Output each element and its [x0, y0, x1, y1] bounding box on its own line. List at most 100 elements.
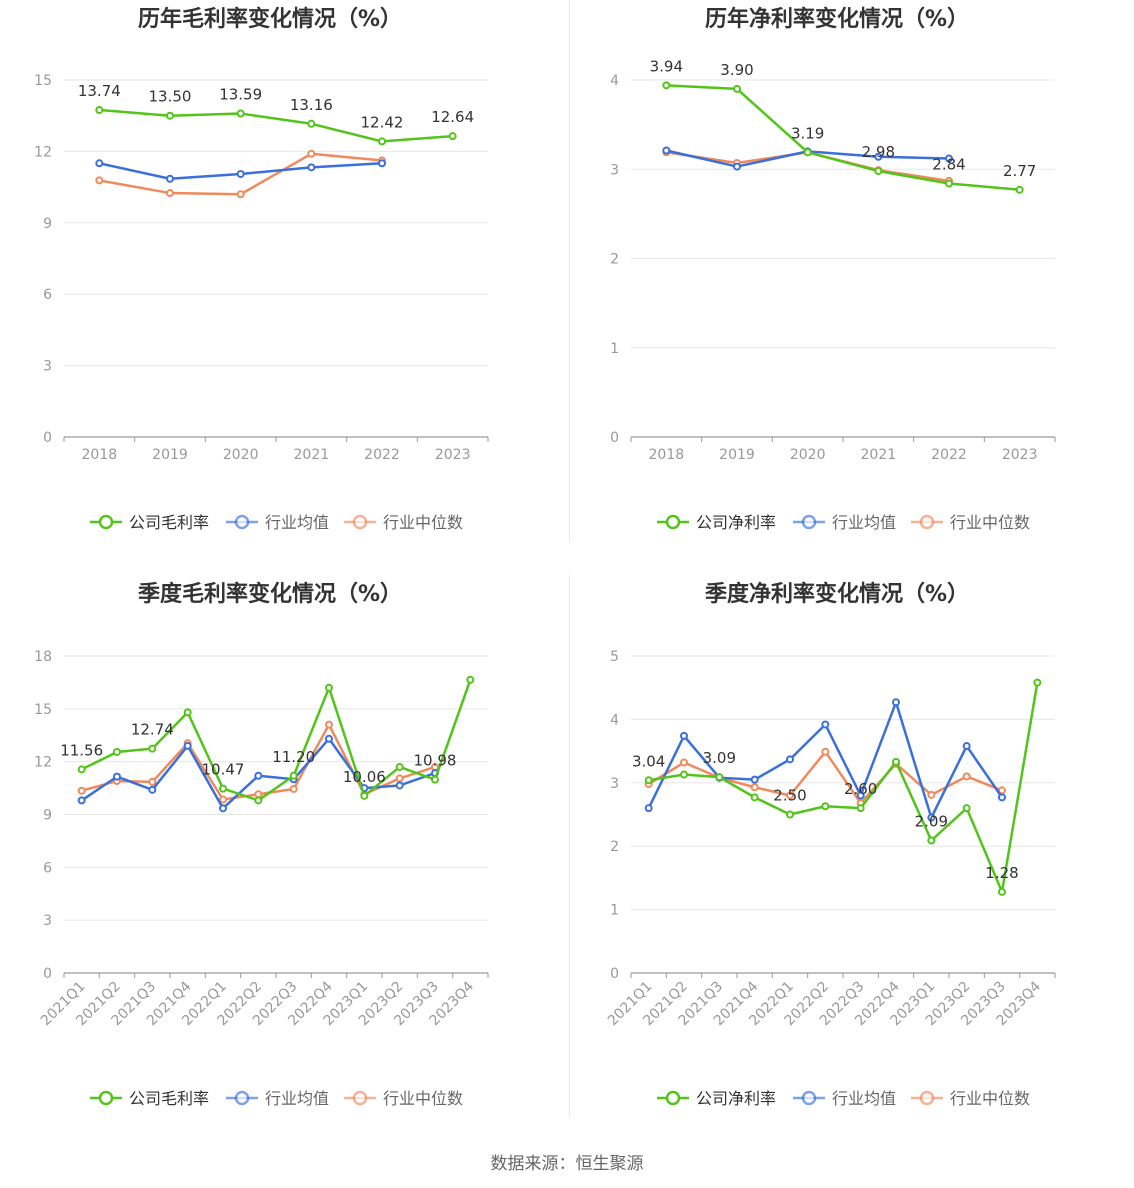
x-tick-label: 2022 — [931, 447, 967, 463]
data-label: 11.20 — [272, 748, 315, 766]
x-tick-label: 2018 — [82, 447, 118, 463]
chart-svg-1: 历年净利率变化情况（%） 0 1 2 3 4 2018 2019 2020 2021 2022 202… — [610, 6, 1056, 532]
y-tick-label: 3 — [43, 913, 52, 929]
data-label: 3.94 — [650, 57, 683, 75]
legend-label-median: 行业中位数 — [383, 1089, 463, 1108]
data-point-avg — [148, 785, 157, 794]
data-label: 10.06 — [343, 768, 386, 786]
y-tick-label: 15 — [34, 702, 52, 718]
chart-annual-gross-margin: 历年毛利率变化情况（%） 0 3 6 9 12 15 2018 2019 2020 2021 2022… — [0, 0, 567, 575]
data-point-avg — [680, 731, 688, 740]
legend-label-avg: 行业均值 — [265, 1089, 329, 1108]
data-point-avg — [856, 791, 865, 800]
x-tick-label: 2020 — [790, 447, 826, 463]
data-point-company — [431, 775, 439, 784]
data-point-median — [289, 784, 298, 793]
data-point-median — [821, 747, 830, 756]
y-tick-label: 5 — [610, 649, 619, 665]
x-tick-label: 2022 — [364, 447, 400, 463]
data-point-avg — [945, 154, 953, 163]
data-point-avg — [77, 796, 86, 805]
legend-marker-median — [919, 1090, 935, 1106]
data-point-company — [325, 683, 333, 692]
data-point-company — [378, 137, 386, 146]
data-point-company — [662, 81, 671, 90]
chart-svg-2: 季度毛利率变化情况（%）03691215182021Q12021Q22021Q3… — [34, 581, 489, 1108]
data-label: 13.74 — [78, 82, 121, 100]
y-tick-label: 0 — [43, 966, 52, 982]
x-tick-label: 2023 — [1002, 447, 1038, 463]
data-point-median — [786, 791, 794, 800]
y-tick-label: 4 — [610, 73, 619, 89]
y-tick-label: 4 — [610, 712, 619, 728]
data-label: 2.09 — [915, 812, 948, 830]
data-point-avg — [892, 698, 900, 707]
data-point-company — [360, 791, 369, 800]
y-tick-label: 9 — [43, 216, 52, 232]
data-point-avg — [219, 804, 227, 813]
data-point-company — [750, 793, 759, 802]
data-point-avg — [821, 720, 830, 729]
y-tick-label: 9 — [43, 808, 52, 824]
data-label: 13.59 — [219, 86, 262, 104]
data-label: 1.28 — [985, 864, 1018, 882]
x-tick-label: 2021 — [861, 447, 897, 463]
data-point-company — [1015, 185, 1024, 194]
data-point-company — [148, 744, 157, 753]
legend-marker-company — [665, 514, 681, 530]
data-point-median — [166, 189, 174, 198]
legend-label-avg: 行业均值 — [832, 513, 896, 532]
x-tick-label: 2023 — [435, 447, 471, 463]
legend-marker-company — [98, 514, 114, 530]
data-point-company — [803, 148, 812, 157]
data-point-median — [77, 786, 86, 795]
data-point-company — [254, 796, 263, 805]
data-point-company — [962, 804, 971, 813]
chart-title: 季度净利率变化情况（%） — [705, 581, 969, 607]
data-point-company — [113, 747, 121, 756]
data-point-company — [680, 770, 688, 779]
data-point-company — [644, 776, 653, 785]
y-tick-label: 2 — [610, 839, 619, 855]
data-label: 12.42 — [361, 113, 404, 131]
data-point-company — [77, 765, 86, 774]
data-point-avg — [378, 159, 386, 168]
vertical-divider-bottom — [569, 575, 570, 1117]
data-point-avg — [786, 755, 794, 764]
data-point-company — [892, 757, 900, 766]
legend-label-median: 行业中位数 — [950, 513, 1030, 532]
data-point-company — [236, 109, 245, 118]
data-point-company — [448, 132, 457, 141]
data-label: 10.98 — [414, 752, 457, 770]
y-tick-label: 3 — [610, 776, 619, 792]
data-point-company — [874, 167, 883, 176]
data-point-median — [148, 777, 157, 786]
data-point-avg — [874, 152, 883, 161]
legend-label-company: 公司毛利率 — [129, 513, 209, 532]
series-line-company — [99, 108, 453, 143]
data-point-avg — [166, 174, 174, 183]
data-label: 3.09 — [703, 749, 736, 767]
data-label: 2.98 — [862, 143, 895, 161]
data-point-avg — [662, 146, 671, 155]
x-tick-label: 2019 — [719, 447, 755, 463]
data-point-avg — [307, 163, 316, 172]
y-tick-label: 0 — [610, 430, 619, 446]
y-tick-label: 15 — [34, 73, 52, 89]
data-label: 2.77 — [1003, 162, 1036, 180]
data-point-avg — [95, 159, 104, 168]
data-label: 3.19 — [791, 124, 824, 142]
data-label: 3.04 — [632, 752, 665, 770]
chart-svg-0: 历年毛利率变化情况（%） 0 3 6 9 12 15 2018 2019 2020 2021 2022… — [34, 6, 489, 532]
series-line-company — [81, 679, 472, 802]
data-point-median — [95, 176, 104, 185]
data-point-median — [325, 720, 333, 729]
legend-marker-company — [665, 1090, 681, 1106]
data-point-avg — [998, 793, 1006, 802]
data-point-avg — [750, 775, 759, 784]
data-point-avg — [962, 742, 971, 751]
data-point-company — [856, 804, 865, 813]
series-line-company — [666, 84, 1020, 192]
x-tick-label: 2020 — [223, 447, 259, 463]
y-tick-label: 1 — [610, 903, 619, 919]
